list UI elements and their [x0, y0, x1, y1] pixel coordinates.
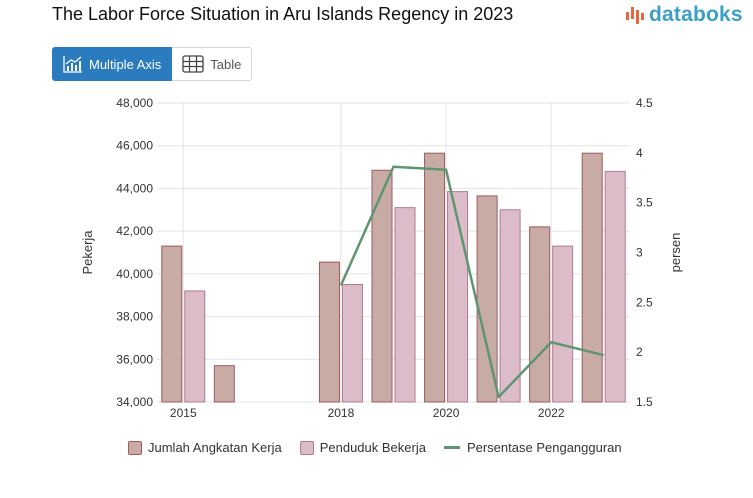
- y-right-tick-label: 3: [636, 246, 643, 260]
- y-right-tick-label: 3.5: [636, 196, 653, 210]
- x-tick-label: 2020: [433, 406, 460, 420]
- y-tick-label: 36,000: [116, 352, 153, 366]
- x-tick-label: 2015: [170, 406, 197, 420]
- bar-angkatan: [161, 245, 183, 403]
- y-right-tick-label: 2: [636, 345, 643, 359]
- logo-text: databoks: [649, 3, 743, 26]
- bar-angkatan: [213, 365, 235, 403]
- table-grid-icon: [182, 55, 204, 73]
- tab-table-label: Table: [210, 56, 242, 72]
- bar-angkatan: [424, 152, 446, 403]
- tab-table[interactable]: Table: [172, 47, 253, 81]
- line-pengangguran: [339, 165, 605, 399]
- bar-penduduk: [604, 170, 626, 403]
- y-tick-label: 38,000: [116, 310, 153, 324]
- legend-swatch-pengangguran: [443, 446, 460, 449]
- databoks-bars-icon: [626, 7, 644, 24]
- legend-item-pengangguran[interactable]: Persentase Pengangguran: [443, 440, 622, 455]
- view-tabs: Multiple Axis Table: [52, 47, 253, 81]
- y-right-tick-label: 2.5: [636, 295, 653, 309]
- x-tick-label: 2018: [328, 406, 355, 420]
- y-tick-label: 44,000: [116, 181, 153, 195]
- chart-title: The Labor Force Situation in Aru Islands…: [52, 4, 514, 24]
- y-right-axis-title: persen: [668, 233, 683, 273]
- bar-penduduk: [394, 207, 416, 403]
- bar-penduduk: [499, 209, 521, 403]
- tab-multiple-axis[interactable]: Multiple Axis: [52, 47, 173, 81]
- y-axis-title: Pekerja: [80, 230, 95, 275]
- legend-label-angkatan: Jumlah Angkatan Kerja: [148, 440, 282, 455]
- y-tick-label: 46,000: [116, 139, 153, 153]
- legend: Jumlah Angkatan Kerja Penduduk Bekerja P…: [128, 440, 640, 455]
- y-right-tick-label: 4: [636, 146, 643, 160]
- y-tick-label: 42,000: [116, 224, 153, 238]
- legend-item-angkatan[interactable]: Jumlah Angkatan Kerja: [128, 440, 282, 455]
- bar-angkatan: [318, 261, 340, 403]
- databoks-logo[interactable]: databoks: [625, 3, 743, 27]
- bar-penduduk: [552, 245, 574, 403]
- bar-angkatan: [371, 169, 393, 403]
- legend-swatch-penduduk: [299, 440, 314, 455]
- bar-angkatan: [529, 226, 551, 403]
- y-right-tick-label: 1.5: [636, 395, 653, 409]
- bar-angkatan: [476, 195, 498, 403]
- chart-canvas: 34,000 36,000 38,000 40,000 42,000 44,000 46,0…: [80, 96, 683, 420]
- tab-multiple-axis-label: Multiple Axis: [89, 56, 162, 72]
- chart-icon: [63, 56, 82, 73]
- x-tick-label: 2022: [538, 406, 565, 420]
- legend-label-pengangguran: Persentase Pengangguran: [466, 440, 622, 455]
- legend-label-penduduk: Penduduk Bekerja: [319, 440, 426, 455]
- legend-swatch-angkatan: [128, 440, 142, 455]
- bar-penduduk: [184, 290, 206, 403]
- bar-angkatan: [581, 152, 603, 403]
- legend-item-penduduk[interactable]: Penduduk Bekerja: [299, 440, 426, 455]
- y-tick-label: 40,000: [116, 267, 153, 281]
- bar-penduduk: [341, 284, 363, 403]
- y-tick-label: 34,000: [116, 395, 153, 409]
- y-tick-label: 48,000: [116, 96, 153, 110]
- y-right-tick-label: 4.5: [636, 96, 653, 110]
